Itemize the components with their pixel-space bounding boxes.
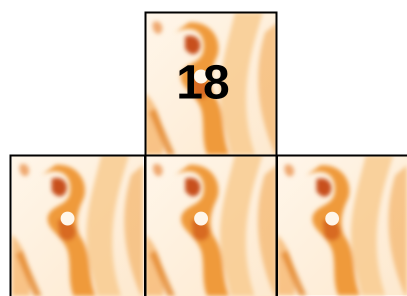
- tile[interactable]: [145, 155, 276, 296]
- tile[interactable]: [277, 156, 407, 296]
- board: 18: [0, 0, 407, 296]
- page: 18 (() => { const data = JSON.parse(docu…: [0, 0, 407, 296]
- tile[interactable]: [11, 155, 146, 296]
- tile-label: 18: [176, 57, 229, 110]
- tile[interactable]: 18: [145, 13, 277, 156]
